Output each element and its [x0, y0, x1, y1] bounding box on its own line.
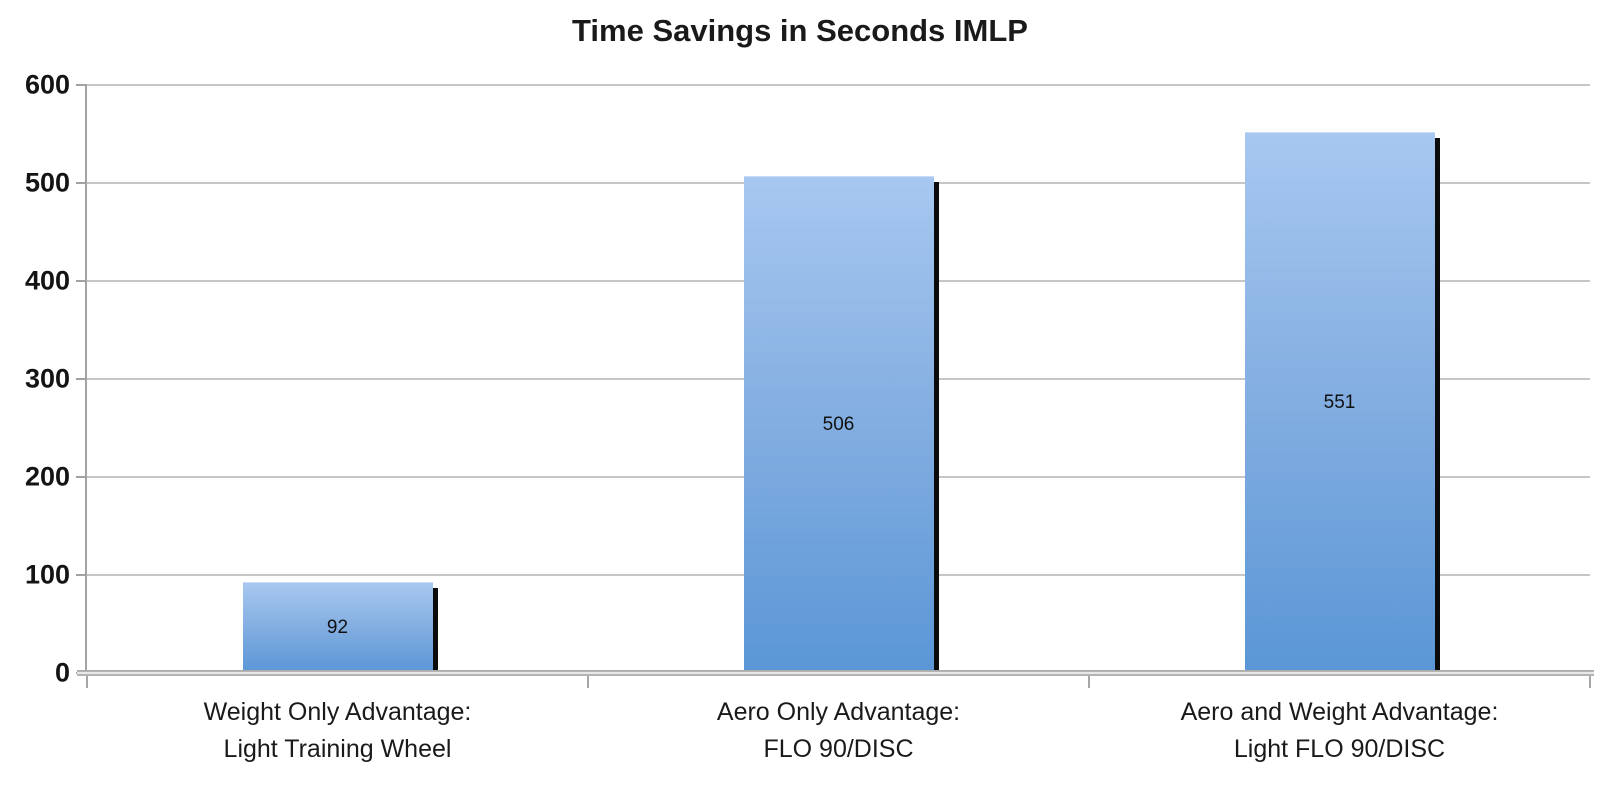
bar-value-label: 92 [326, 616, 349, 638]
y-axis-tick-label: 300 [24, 363, 70, 394]
bar: 92 [242, 581, 438, 676]
x-axis-tick [587, 676, 589, 688]
y-axis-tick [76, 574, 87, 576]
bar-shadow [1434, 138, 1440, 676]
x-axis-line [77, 670, 1594, 676]
y-axis-tick-label: 400 [24, 265, 70, 296]
gridline [87, 84, 1590, 86]
plot-area: 600 500 400 300 200 100 0 92 506 551 [25, 70, 1594, 688]
bar-value-label: 506 [822, 414, 855, 436]
chart-title: Time Savings in Seconds IMLP [572, 13, 1028, 48]
bar-value-label: 551 [1323, 392, 1356, 414]
y-axis-tick [76, 378, 87, 380]
y-axis-tick-label: 500 [24, 167, 70, 198]
y-axis-tick-label: 0 [54, 657, 70, 688]
category-label: Weight Only Advantage: Light Training Whe… [203, 698, 472, 763]
bar-shadow [432, 587, 438, 676]
y-axis-tick [76, 280, 87, 282]
bar-shadow [933, 182, 939, 676]
x-axis-tick [1088, 676, 1090, 688]
bar: 506 [743, 176, 939, 676]
x-axis-tick [86, 676, 88, 688]
y-axis-tick-label: 600 [24, 69, 70, 100]
bar: 551 [1244, 132, 1440, 676]
category-label: Aero and Weight Advantage: Light FLO 90/D… [1180, 698, 1499, 763]
y-axis-tick [76, 182, 87, 184]
category-labels: Weight Only Advantage: Light Training Whe… [87, 694, 1590, 784]
y-axis-tick-label: 100 [24, 559, 70, 590]
category-label: Aero Only Advantage: FLO 90/DISC [716, 698, 961, 763]
y-axis-tick-label: 200 [24, 461, 70, 492]
x-axis-tick [1589, 676, 1591, 688]
y-axis-tick [76, 476, 87, 478]
y-axis-tick [76, 84, 87, 86]
